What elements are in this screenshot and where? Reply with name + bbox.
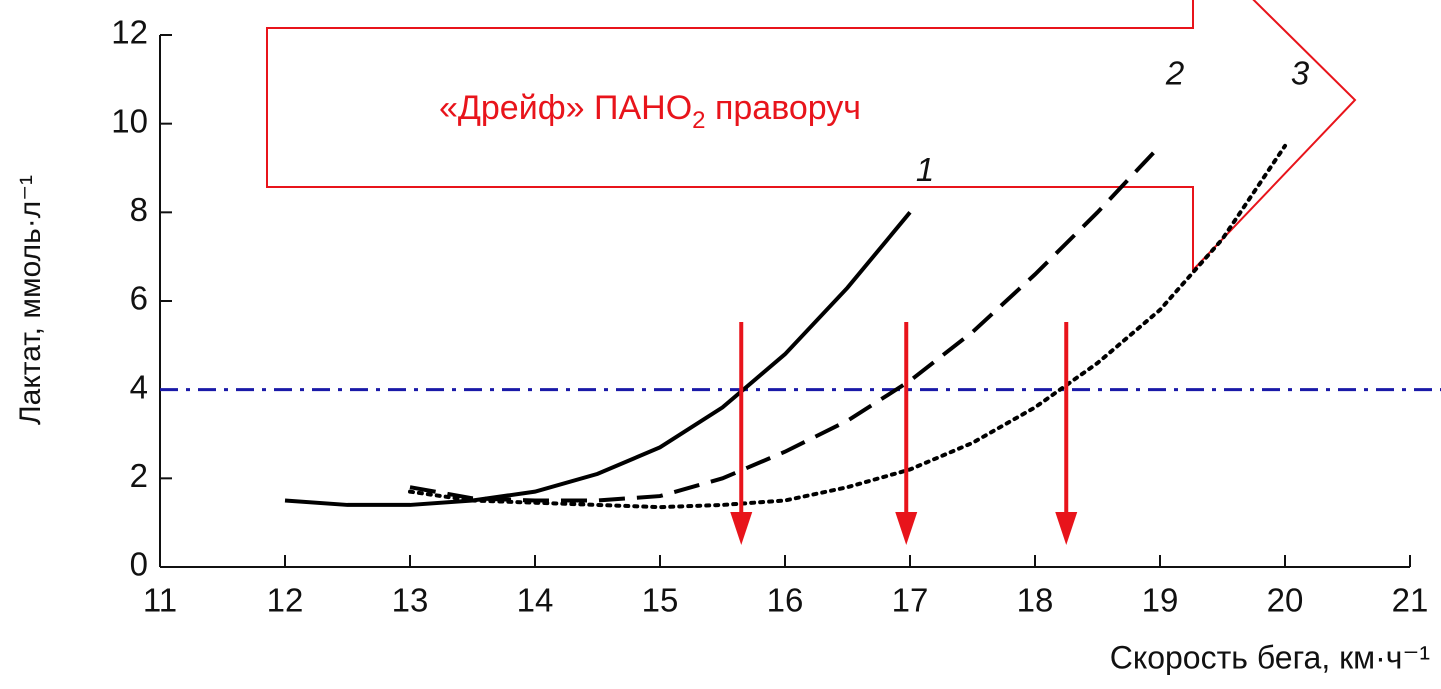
x-tick-label: 17 (892, 582, 929, 619)
drift-arrow-shape (266, 0, 1357, 273)
series-label: 3 (1291, 55, 1310, 92)
y-tick-label: 4 (130, 368, 148, 405)
series-label: 2 (1165, 55, 1184, 92)
x-tick-label: 14 (517, 582, 554, 619)
y-tick-label: 2 (130, 457, 148, 494)
x-tick-label: 21 (1392, 582, 1429, 619)
x-tick-label: 16 (767, 582, 804, 619)
x-tick-label: 11 (143, 582, 177, 619)
x-tick-label: 18 (1017, 582, 1054, 619)
y-tick-label: 0 (130, 546, 148, 583)
line-series (409, 144, 1162, 503)
x-tick-label: 19 (1142, 582, 1179, 619)
y-tick-label: 6 (130, 280, 148, 317)
annotation-subscript: 2 (692, 107, 705, 134)
series-label: 1 (916, 151, 934, 188)
x-tick-label: 15 (642, 582, 679, 619)
x-tick-label: 20 (1267, 582, 1304, 619)
line-series (408, 143, 1287, 510)
arrow-head (895, 512, 918, 545)
x-axis-label: Скорость бега, км·ч⁻¹ (1110, 639, 1430, 675)
annotation: «Дрейф» ПАНО2 праворуч (439, 89, 861, 134)
annotation-text: праворуч (706, 89, 862, 127)
y-tick-label: 10 (111, 102, 148, 139)
annotation-text: «Дрейф» ПАНО (439, 89, 692, 127)
line-series (284, 211, 912, 507)
arrow-head (1055, 512, 1078, 545)
arrow-head (730, 512, 753, 545)
y-tick-label: 12 (111, 14, 148, 51)
x-tick-label: 12 (267, 582, 304, 619)
x-tick-label: 13 (392, 582, 429, 619)
y-tick-label: 8 (130, 191, 148, 228)
y-axis-label: Лактат, ммоль·л⁻¹ (14, 175, 47, 425)
